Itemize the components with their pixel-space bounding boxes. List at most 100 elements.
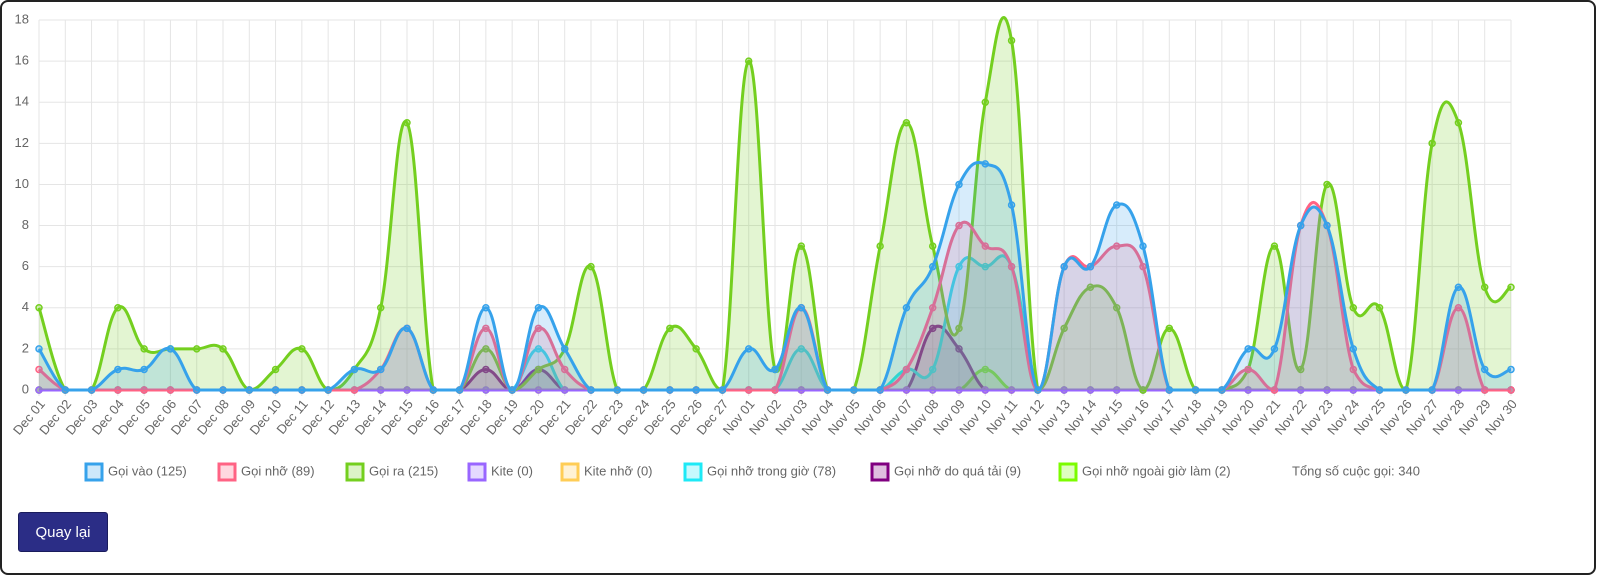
series-area — [39, 17, 1511, 391]
data-point — [902, 365, 911, 374]
data-point — [981, 242, 990, 250]
data-point — [403, 119, 411, 127]
data-point — [1454, 304, 1463, 312]
data-point — [744, 386, 753, 394]
legend-label: Gọi ra (215) — [369, 463, 438, 478]
data-point — [981, 98, 990, 106]
series-area — [39, 202, 1511, 390]
data-point — [35, 386, 43, 394]
data-point — [1112, 201, 1121, 209]
data-point — [1086, 386, 1095, 394]
y-tick-label: 8 — [22, 217, 29, 232]
data-point — [876, 386, 884, 394]
data-point — [114, 386, 122, 394]
data-point — [1480, 386, 1489, 394]
data-point — [245, 386, 254, 394]
data-point — [955, 262, 963, 271]
data-point — [192, 345, 201, 353]
y-tick-label: 18 — [15, 11, 29, 26]
data-point — [1296, 386, 1305, 394]
data-point — [140, 386, 148, 394]
data-point — [928, 242, 937, 250]
data-point — [850, 386, 858, 394]
data-point — [35, 304, 43, 312]
data-point — [1349, 345, 1358, 353]
data-point — [403, 386, 411, 394]
data-point — [744, 345, 753, 353]
data-point — [534, 324, 543, 333]
data-point — [1402, 386, 1410, 394]
data-point — [482, 324, 490, 333]
data-point — [1270, 242, 1279, 250]
data-point — [114, 304, 122, 312]
legend-swatch — [467, 462, 487, 482]
data-point — [534, 386, 543, 394]
legend-label: Gọi nhỡ do quá tải (9) — [894, 463, 1021, 478]
y-tick-label: 6 — [22, 258, 29, 273]
total-label: Tổng số cuộc gọi: 340 — [1292, 463, 1420, 478]
data-point — [981, 365, 990, 374]
data-point — [1086, 262, 1095, 271]
data-point — [482, 386, 490, 394]
data-point — [955, 324, 963, 333]
data-point — [271, 365, 280, 374]
data-point — [1139, 262, 1147, 271]
data-point — [376, 304, 385, 312]
legend-swatch — [1058, 462, 1078, 482]
data-point — [797, 242, 806, 250]
data-point — [1244, 365, 1252, 374]
data-point — [928, 324, 937, 333]
data-point — [1428, 139, 1436, 148]
y-tick-label: 0 — [22, 381, 29, 396]
data-point — [1454, 283, 1463, 291]
data-point — [87, 386, 96, 394]
data-point — [324, 386, 332, 394]
data-point — [902, 304, 911, 312]
data-point — [692, 386, 700, 394]
data-point — [639, 386, 648, 394]
data-point — [1428, 386, 1436, 394]
data-point — [482, 345, 490, 353]
series-area — [39, 162, 1511, 390]
legend-swatch — [870, 462, 890, 482]
data-point — [1507, 386, 1515, 394]
data-point — [1270, 386, 1279, 394]
data-point — [587, 386, 595, 394]
back-button[interactable]: Quay lại — [18, 512, 108, 552]
data-point — [1296, 221, 1305, 230]
data-point — [666, 386, 674, 394]
data-point — [902, 119, 911, 127]
data-point — [1139, 386, 1147, 394]
data-point — [876, 242, 884, 250]
data-point — [534, 345, 543, 353]
data-point — [140, 345, 148, 353]
data-point — [560, 365, 569, 374]
data-point — [1060, 324, 1068, 333]
data-point — [482, 304, 490, 312]
data-point — [1296, 365, 1305, 374]
data-point — [35, 345, 43, 353]
data-point — [114, 365, 122, 374]
data-point — [1507, 283, 1515, 291]
data-point — [1454, 119, 1463, 127]
legend-label: Gọi nhỡ ngoài giờ làm (2) — [1082, 463, 1231, 478]
data-point — [1323, 180, 1331, 189]
data-point — [219, 386, 227, 394]
data-point — [219, 345, 227, 353]
legend-label: Gọi nhỡ (89) — [241, 463, 315, 478]
data-point — [1007, 201, 1016, 209]
data-point — [928, 386, 937, 394]
data-point — [166, 345, 175, 353]
data-point — [981, 386, 990, 394]
data-point — [350, 365, 359, 374]
legend-swatch — [560, 462, 580, 482]
data-point — [1480, 283, 1489, 291]
data-point — [955, 345, 963, 353]
data-point — [955, 386, 963, 394]
data-point — [797, 304, 806, 312]
data-point — [1507, 365, 1515, 374]
data-point — [928, 262, 937, 271]
data-point — [376, 386, 385, 394]
